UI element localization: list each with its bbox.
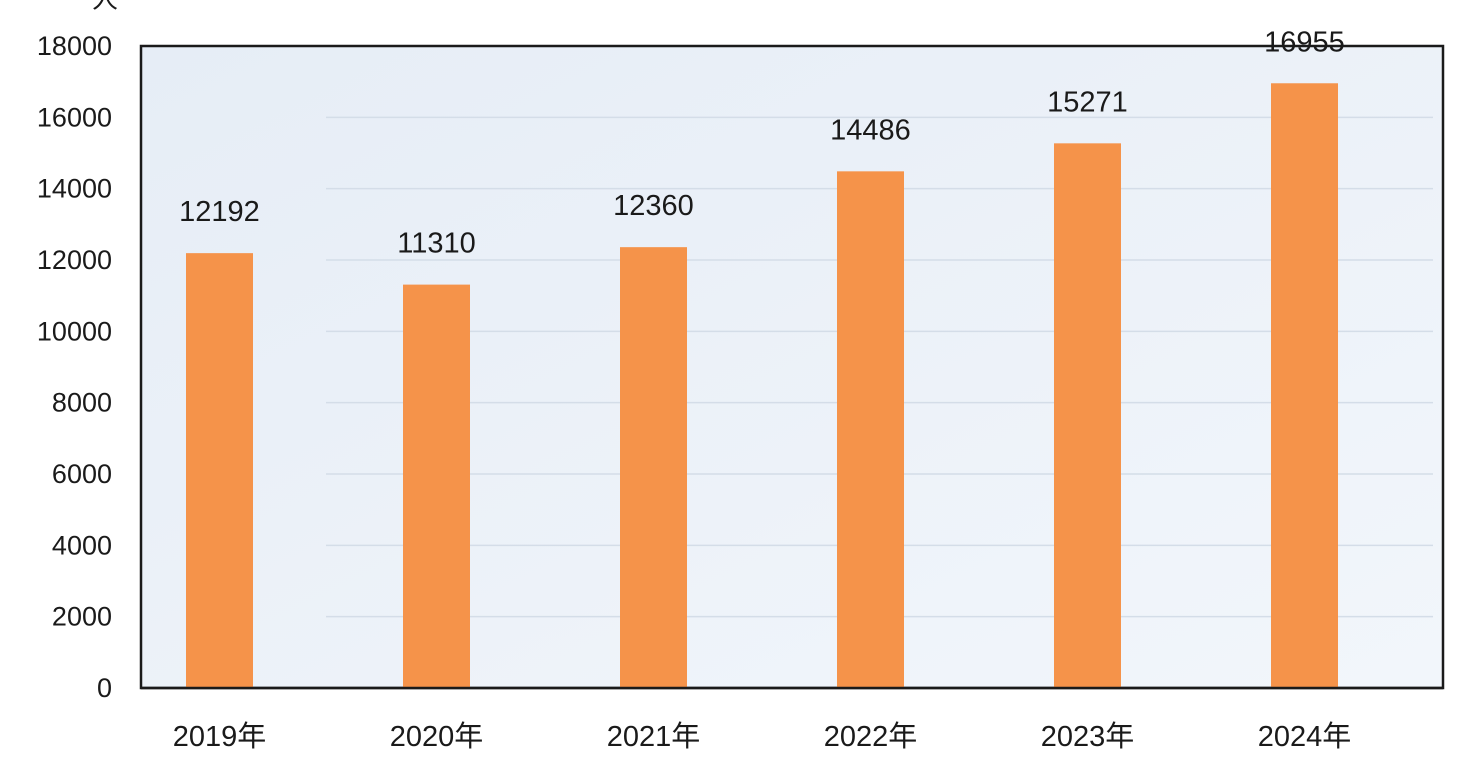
y-axis: 0 2000 4000 6000 8000 10000 12000 14000 16000 180…	[37, 31, 112, 703]
x-category-label: 2024年	[1258, 720, 1352, 753]
bar-data-label: 15271	[1047, 86, 1128, 118]
y-tick-label: 16000	[37, 102, 112, 132]
bar	[620, 247, 687, 688]
bar	[837, 171, 904, 689]
y-tick-label: 2000	[52, 602, 112, 632]
y-tick-label: 10000	[37, 316, 112, 346]
y-tick-label: 8000	[52, 388, 112, 418]
y-tick-label: 6000	[52, 459, 112, 489]
plot-area	[139, 44, 1445, 690]
y-tick-label: 14000	[37, 174, 112, 204]
x-category-label: 2020年	[390, 720, 484, 753]
bar	[1054, 143, 1121, 688]
x-axis: 2019年 2020年 2021年 2022年 2023年 2024年	[141, 686, 1443, 753]
bar-data-label: 12360	[613, 190, 694, 222]
y-axis-unit-label: 人	[92, 0, 118, 14]
bar-data-label: 11310	[397, 228, 476, 260]
y-tick-label: 0	[97, 673, 112, 703]
y-tick-label: 12000	[37, 245, 112, 275]
bar-data-label: 16955	[1264, 26, 1345, 58]
bar	[1271, 83, 1338, 688]
bar-data-label: 14486	[830, 114, 911, 146]
x-category-label: 2022年	[824, 720, 918, 753]
y-tick-label: 18000	[37, 31, 112, 61]
bars	[186, 83, 1338, 689]
bar-data-label: 12192	[179, 196, 260, 228]
bar	[403, 284, 470, 688]
x-category-label: 2023年	[1041, 720, 1135, 753]
bar	[186, 253, 253, 689]
x-category-label: 2021年	[607, 720, 701, 753]
data-labels: 12192 11310 12360 14486 15271 16955	[179, 26, 1345, 259]
x-category-label: 2019年	[173, 720, 267, 753]
y-tick-label: 4000	[52, 530, 112, 560]
